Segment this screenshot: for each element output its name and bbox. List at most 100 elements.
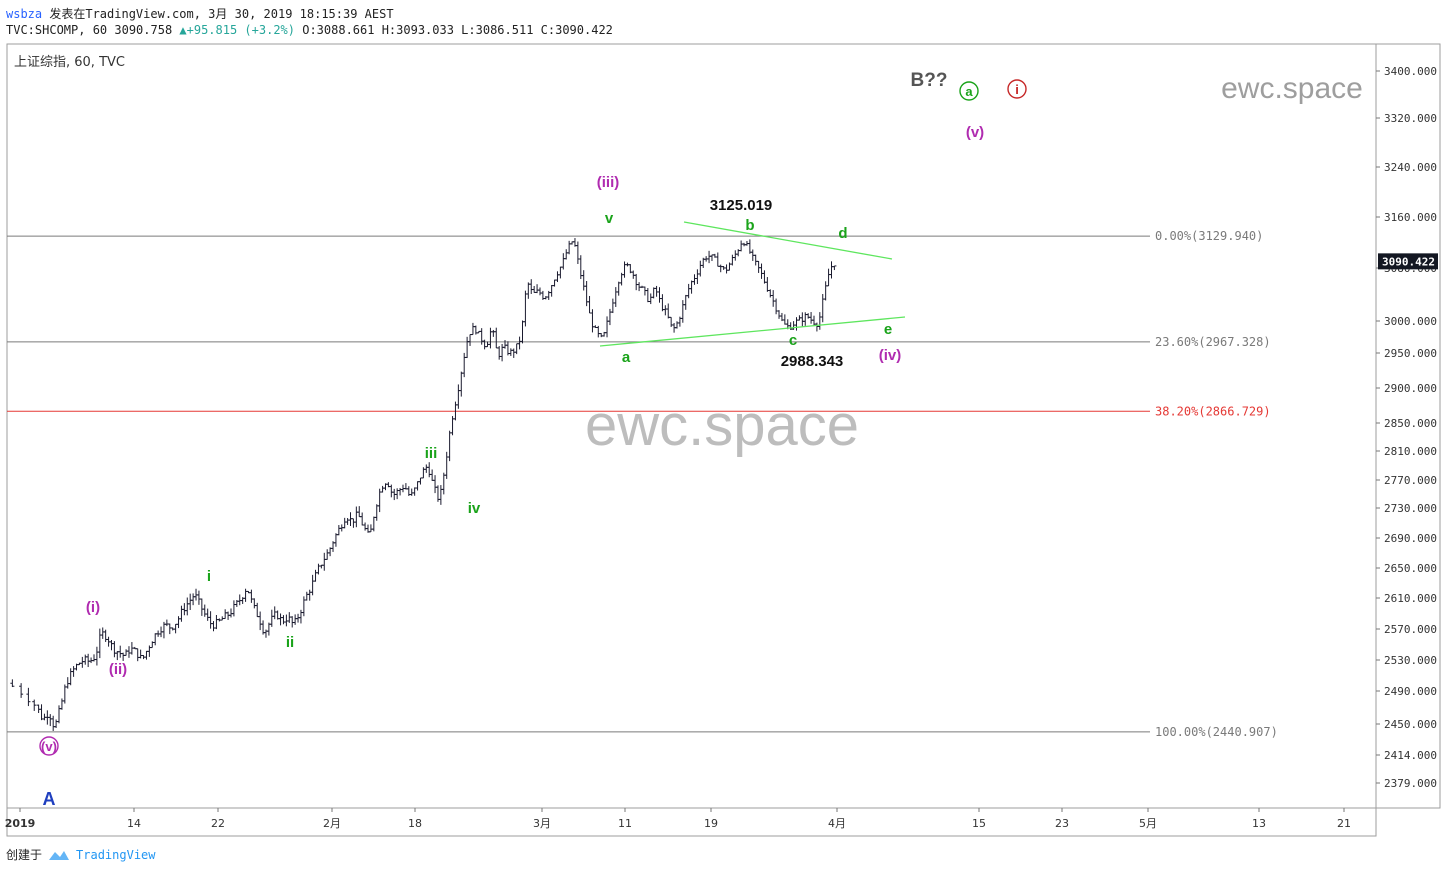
ohlc-bar bbox=[138, 649, 143, 659]
time-tick-label: 14 bbox=[127, 817, 141, 830]
time-tick-label: 13 bbox=[1252, 817, 1266, 830]
ohlc-bar bbox=[54, 719, 59, 728]
ohlc-bar bbox=[774, 298, 779, 315]
ohlc-bar bbox=[176, 616, 181, 629]
ohlc-bar bbox=[759, 263, 764, 279]
wave-label: b bbox=[745, 217, 754, 234]
ohlc-bar bbox=[605, 316, 610, 338]
chart-legend: 上证综指, 60, TVC bbox=[14, 55, 125, 70]
ohlc-bar bbox=[255, 602, 260, 618]
price-tick-label: 2650.000 bbox=[1384, 562, 1437, 575]
ohlc-bar bbox=[666, 303, 671, 319]
price-tick-label: 2850.000 bbox=[1384, 417, 1437, 430]
ohlc-bar bbox=[48, 714, 53, 727]
ohlc-bar bbox=[144, 650, 149, 660]
wave-label: iv bbox=[468, 500, 481, 517]
ohlc-bar bbox=[590, 309, 595, 333]
ohlc-bar bbox=[447, 430, 452, 462]
price-tick-label: 2414.000 bbox=[1384, 749, 1437, 762]
ohlc-bar bbox=[607, 308, 612, 326]
wave-label: (v) bbox=[966, 124, 984, 141]
ohlc-bar bbox=[249, 589, 254, 603]
ohlc-bar bbox=[336, 525, 341, 536]
ohlc-bar bbox=[782, 314, 787, 325]
wave-label: ii bbox=[286, 634, 294, 651]
ohlc-bar bbox=[707, 250, 712, 264]
ohlc-bar bbox=[829, 261, 834, 279]
ohlc-bar bbox=[325, 549, 330, 560]
wave-label: a bbox=[622, 349, 631, 366]
ohlc-bar bbox=[491, 329, 496, 337]
ohlc-bar bbox=[293, 614, 298, 625]
ohlc-bar bbox=[395, 488, 400, 500]
ohlc-bar bbox=[252, 598, 257, 609]
ohlc-bar bbox=[674, 321, 679, 329]
price-tick-label: 2450.000 bbox=[1384, 718, 1437, 731]
ohlc-bar bbox=[456, 384, 461, 409]
ohlc-bar bbox=[214, 614, 219, 630]
ohlc-bar bbox=[500, 343, 505, 362]
ohlc-bar bbox=[660, 294, 665, 312]
wave-label: (i) bbox=[86, 599, 100, 616]
ohlc-bar bbox=[223, 609, 228, 620]
ohlc-bar bbox=[191, 593, 196, 606]
ohlc-bar bbox=[520, 320, 525, 344]
ohlc-bar bbox=[368, 524, 373, 533]
ohlc-bar bbox=[182, 603, 187, 616]
ohlc-bar bbox=[97, 628, 102, 659]
ohlc-bar bbox=[584, 280, 589, 307]
ohlc-bar bbox=[415, 481, 420, 491]
price-tick-label: 3240.000 bbox=[1384, 161, 1437, 174]
ohlc-bar bbox=[715, 252, 720, 267]
ohlc-bar bbox=[488, 327, 493, 349]
price-tick-label: 2770.000 bbox=[1384, 474, 1437, 487]
ohlc-bar bbox=[59, 698, 64, 710]
ohlc-bar bbox=[290, 616, 295, 628]
ohlc-bar bbox=[648, 293, 653, 305]
ohlc-bar bbox=[800, 312, 805, 327]
ohlc-bar bbox=[537, 287, 542, 296]
ohlc-bar bbox=[567, 240, 572, 255]
ohlc-bar bbox=[231, 600, 236, 617]
ohlc-bar bbox=[768, 289, 773, 298]
ohlc-bar bbox=[409, 488, 414, 496]
time-tick-label: 23 bbox=[1055, 817, 1069, 830]
ohlc-bar bbox=[298, 609, 303, 624]
time-tick-label: 22 bbox=[211, 817, 225, 830]
price-tick-label: 2570.000 bbox=[1384, 623, 1437, 636]
ohlc-bar bbox=[71, 666, 76, 677]
ohlc-bar bbox=[482, 339, 487, 350]
price-tick-label: 2530.000 bbox=[1384, 654, 1437, 667]
author-link[interactable]: wsbza bbox=[6, 7, 43, 21]
ohlc-bar bbox=[669, 316, 674, 327]
ohlc-bar bbox=[596, 325, 601, 338]
ohlc-bar bbox=[503, 340, 508, 349]
ohlc-bar bbox=[363, 522, 368, 531]
ohlc-bar bbox=[631, 270, 636, 279]
ohlc-bar bbox=[167, 623, 172, 635]
ohlc-bar bbox=[747, 239, 752, 254]
tradingview-link[interactable]: TradingView bbox=[76, 847, 156, 862]
ohlc-bar bbox=[433, 475, 438, 494]
wave-label-circle bbox=[39, 736, 59, 756]
ohlc-bar bbox=[645, 288, 650, 303]
ohlc-bar bbox=[430, 469, 435, 481]
time-tick-label: 4月 bbox=[828, 817, 846, 830]
ohlc-bar bbox=[587, 295, 592, 314]
price-tick-label: 3000.000 bbox=[1384, 315, 1437, 328]
ohlc-bar bbox=[575, 241, 580, 264]
ohlc-bar bbox=[686, 283, 691, 299]
ohlc-bar bbox=[371, 516, 376, 532]
ohlc-bar bbox=[188, 593, 193, 611]
time-tick-label: 2月 bbox=[323, 817, 341, 830]
ohlc-bar bbox=[109, 640, 114, 651]
ohlc-bar bbox=[532, 285, 537, 293]
ohlc-bar bbox=[820, 293, 825, 323]
price-tick-label: 2610.000 bbox=[1384, 592, 1437, 605]
wave-label: (iii) bbox=[597, 174, 620, 191]
ohlc-bar bbox=[121, 652, 126, 661]
ohlc-bar bbox=[809, 312, 814, 324]
ohlc-bar bbox=[613, 287, 618, 307]
ohlc-bar bbox=[26, 687, 31, 707]
